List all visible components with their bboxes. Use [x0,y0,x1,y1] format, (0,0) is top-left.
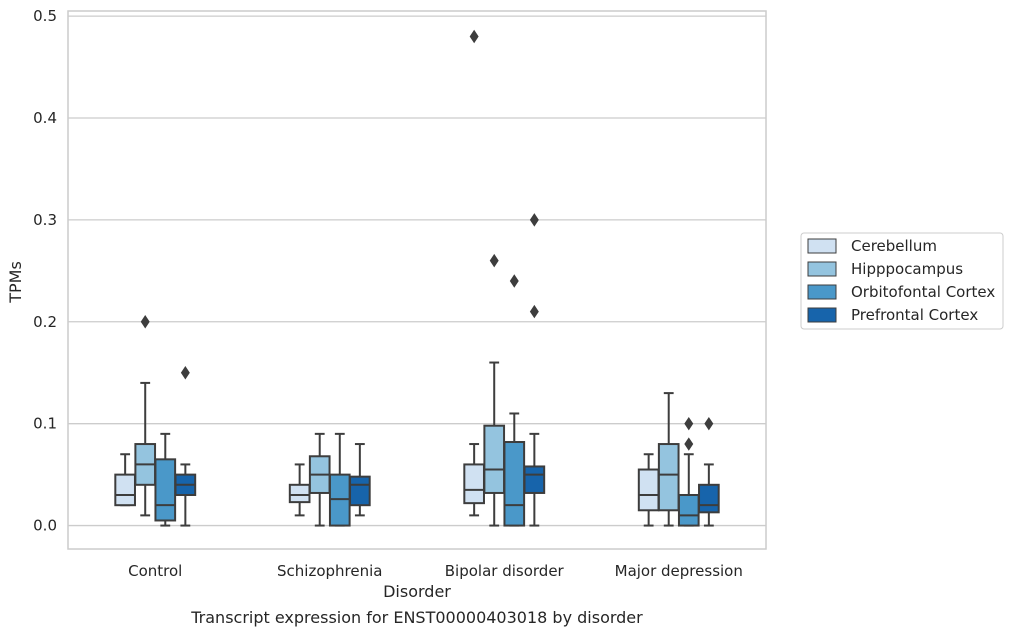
chart-caption: Transcript expression for ENST0000040301… [190,608,643,627]
x-tick-label: Major depression [615,562,743,580]
box-orbitofontal-cortex [328,432,351,527]
outlier-point [529,213,539,227]
box-iqr [328,473,351,527]
outlier-point [529,304,539,319]
y-tick-labels: 0.0 0.1 0.2 0.3 0.4 0.5 [33,7,57,534]
box-orbitofontal-cortex [677,416,700,527]
y-tick-label: 0.5 [33,7,57,25]
plot-frame [67,10,767,550]
box-hipppocampus [657,392,680,527]
box-prefrontal-cortex [698,416,720,527]
box-cerebellum [288,463,311,517]
legend-label: Orbitofontal Cortex [851,283,995,301]
y-tick-label: 0.0 [33,517,57,535]
outlier-point [140,315,150,329]
x-tick-label: Bipolar disorder [445,562,565,580]
box-cerebellum [114,453,136,507]
box-hipppocampus [308,432,331,527]
y-tick-label: 0.1 [33,415,57,433]
legend-label: Prefrontal Cortex [851,306,978,324]
x-axis-label: Disorder [383,582,451,601]
box-iqr [698,483,720,514]
outlier-point [704,416,714,431]
y-tick-label: 0.4 [33,109,57,127]
outlier-point [684,416,694,431]
x-tick-labels: Control Schizophrenia Bipolar disorder Majo… [128,562,743,580]
outlier-point [684,437,694,451]
legend: Cerebellum Hipppocampus Orbitofontal Corte… [800,232,1004,330]
box-iqr [154,458,177,522]
box-iqr [349,475,371,507]
legend-frame [800,232,1004,330]
box-hipppocampus [134,315,157,517]
y-tick-label: 0.2 [33,313,57,331]
legend-label: Cerebellum [851,237,937,255]
box-iqr [657,443,680,512]
outlier-point [489,253,499,268]
box-iqr [523,465,546,494]
x-tick-label: Schizophrenia [277,562,382,580]
y-tick-label: 0.3 [33,211,57,229]
legend-swatch [807,238,837,254]
box-iqr [483,424,506,494]
outlier-point [469,29,479,44]
box-iqr [288,483,311,504]
legend-label: Hipppocampus [851,260,963,278]
box-iqr [114,473,136,507]
box-iqr [503,441,526,527]
box-iqr [637,468,660,512]
box-cerebellum [637,453,660,527]
box-iqr [677,493,700,527]
legend-swatch [807,284,837,300]
x-tick-label: Control [128,562,182,580]
box-prefrontal-cortex [174,366,197,527]
box-orbitofontal-cortex [503,274,526,527]
legend-swatch [807,307,837,323]
box-prefrontal-cortex [349,443,371,517]
box-hipppocampus [483,253,506,527]
box-cerebellum [463,29,485,517]
outlier-point [180,366,190,380]
y-axis-label: TPMs [6,261,25,304]
box-groups [114,29,720,527]
outlier-point [509,274,519,288]
box-prefrontal-cortex [523,213,546,527]
legend-swatch [807,261,837,277]
box-orbitofontal-cortex [154,432,177,527]
box-iqr [463,463,485,505]
